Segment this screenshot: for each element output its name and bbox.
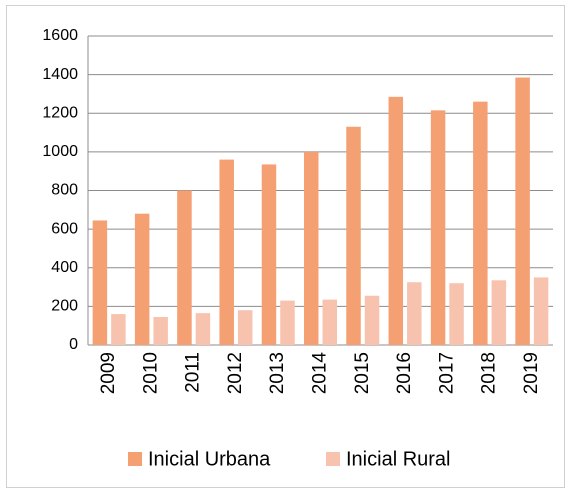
x-tick-label: 2015 [352, 352, 373, 394]
y-tick-label: 400 [51, 259, 78, 276]
y-tick-label: 1600 [42, 27, 78, 44]
bar [153, 316, 168, 345]
bar [473, 101, 488, 345]
bar [388, 96, 404, 345]
y-tick-label: 0 [69, 336, 78, 353]
x-tick-label: 2009 [98, 352, 119, 394]
legend-swatch [128, 452, 142, 466]
x-tick-label: 2018 [479, 352, 500, 394]
y-tick-label: 200 [51, 298, 78, 315]
x-tick-label: 2019 [521, 352, 542, 394]
legend-swatch [326, 452, 340, 466]
bar [407, 282, 422, 345]
bar [491, 280, 507, 345]
x-tick-label: 2014 [310, 352, 331, 395]
y-tick-label: 800 [51, 182, 78, 199]
bar [533, 277, 549, 345]
chart-frame [6, 5, 565, 488]
bar [515, 77, 530, 345]
bar [177, 190, 192, 345]
bar [111, 314, 126, 345]
y-tick-label: 1200 [42, 104, 78, 121]
x-tick-label: 2010 [140, 352, 161, 394]
bar [92, 220, 108, 345]
x-tick-label: 2017 [436, 352, 457, 394]
bar [195, 313, 211, 345]
bar [449, 283, 464, 345]
bar [322, 299, 337, 345]
bar [280, 300, 295, 345]
bar [237, 310, 253, 345]
legend-label: Inicial Urbana [148, 448, 271, 470]
y-tick-label: 1000 [42, 143, 78, 160]
x-tick-label: 2011 [183, 352, 204, 393]
y-tick-label: 600 [51, 220, 78, 237]
legend-label: Inicial Rural [346, 448, 450, 470]
bar [219, 159, 234, 345]
bar [430, 110, 446, 346]
bar [304, 151, 319, 345]
bar [364, 295, 380, 345]
bar [261, 164, 277, 345]
y-tick-label: 1400 [42, 66, 78, 83]
x-tick-label: 2012 [225, 352, 246, 394]
x-tick-label: 2013 [267, 352, 288, 394]
bar [346, 126, 361, 345]
x-tick-label: 2016 [394, 352, 415, 394]
bar [134, 213, 150, 345]
